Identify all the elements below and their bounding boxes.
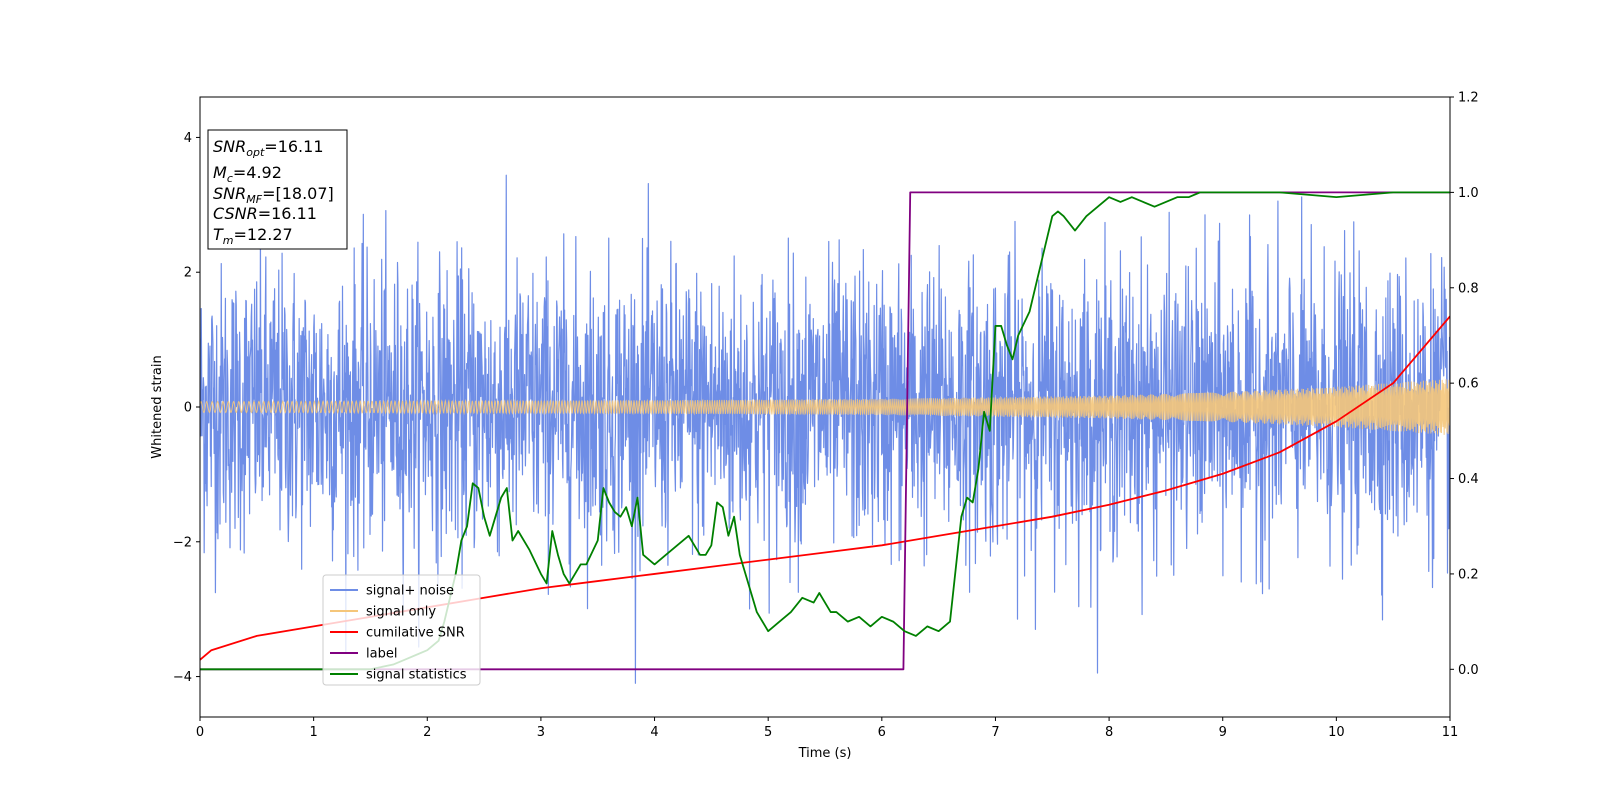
series-line-signal-statistics	[200, 191, 1450, 671]
y-left-tick-label: 2	[184, 266, 192, 281]
x-tick-label: 2	[423, 725, 431, 740]
x-axis-label: Time (s)	[798, 746, 852, 761]
info-snr-mf: SNRMF=[18.07]	[213, 184, 334, 206]
x-tick-label: 6	[878, 725, 886, 740]
x-tick-label: 0	[196, 725, 204, 740]
y-left-tick-label: −2	[173, 535, 192, 550]
legend-label: label	[366, 647, 397, 662]
x-tick-label: 4	[650, 725, 658, 740]
y-axis-label: Whitened strain	[150, 355, 165, 458]
y-right-tick-label: 0.8	[1458, 281, 1479, 296]
info-mc: Mc=4.92	[213, 163, 282, 185]
info-box: SNRopt=16.11 Mc=4.92 SNRMF=[18.07] CSNR=…	[207, 129, 348, 250]
y-right-tick-label: 0.0	[1458, 663, 1479, 678]
y-left-tick-label: 4	[184, 131, 192, 146]
x-tick-label: 9	[1219, 725, 1227, 740]
y-right-tick-label: 1.0	[1458, 186, 1479, 201]
y-right-tick-label: 1.2	[1458, 91, 1479, 106]
series-line-signal-only	[200, 379, 1450, 435]
x-tick-label: 8	[1105, 725, 1113, 740]
legend-label: signal statistics	[366, 668, 467, 683]
x-tick-label: 11	[1442, 725, 1459, 740]
y-left-tick-label: 0	[184, 401, 192, 416]
y-right-tick-label: 0.6	[1458, 377, 1479, 392]
y-axis-left: −4 −2 0 2 4	[173, 131, 200, 685]
x-tick-label: 3	[537, 725, 545, 740]
y-right-tick-label: 0.4	[1458, 472, 1479, 487]
legend-items: signal+ noise signal only cumilative SNR la…	[330, 584, 467, 683]
info-tm: Tm=12.27	[213, 225, 293, 247]
legend-label: signal only	[366, 605, 436, 620]
legend-label: signal+ noise	[366, 584, 454, 599]
x-tick-label: 5	[764, 725, 772, 740]
x-tick-label: 7	[991, 725, 999, 740]
legend: signal+ noise signal only cumilative SNR la…	[322, 574, 481, 686]
x-axis: 0 1 2 3 4 5 6 7 8 9 10 11	[196, 717, 1458, 740]
y-right-tick-label: 0.2	[1458, 567, 1479, 582]
legend-frame	[322, 574, 481, 686]
y-left-tick-label: −4	[173, 670, 192, 685]
x-tick-label: 10	[1328, 725, 1345, 740]
legend-label: cumilative SNR	[366, 626, 465, 641]
info-csnr: CSNR=16.11	[213, 204, 317, 223]
info-box-frame	[207, 129, 348, 250]
series-line-label	[200, 191, 1450, 671]
x-tick-label: 1	[309, 725, 317, 740]
info-snr-opt: SNRopt=16.11	[213, 137, 324, 159]
y-axis-right: 0.0 0.2 0.4 0.6 0.8 1.0 1.2	[1450, 91, 1479, 678]
